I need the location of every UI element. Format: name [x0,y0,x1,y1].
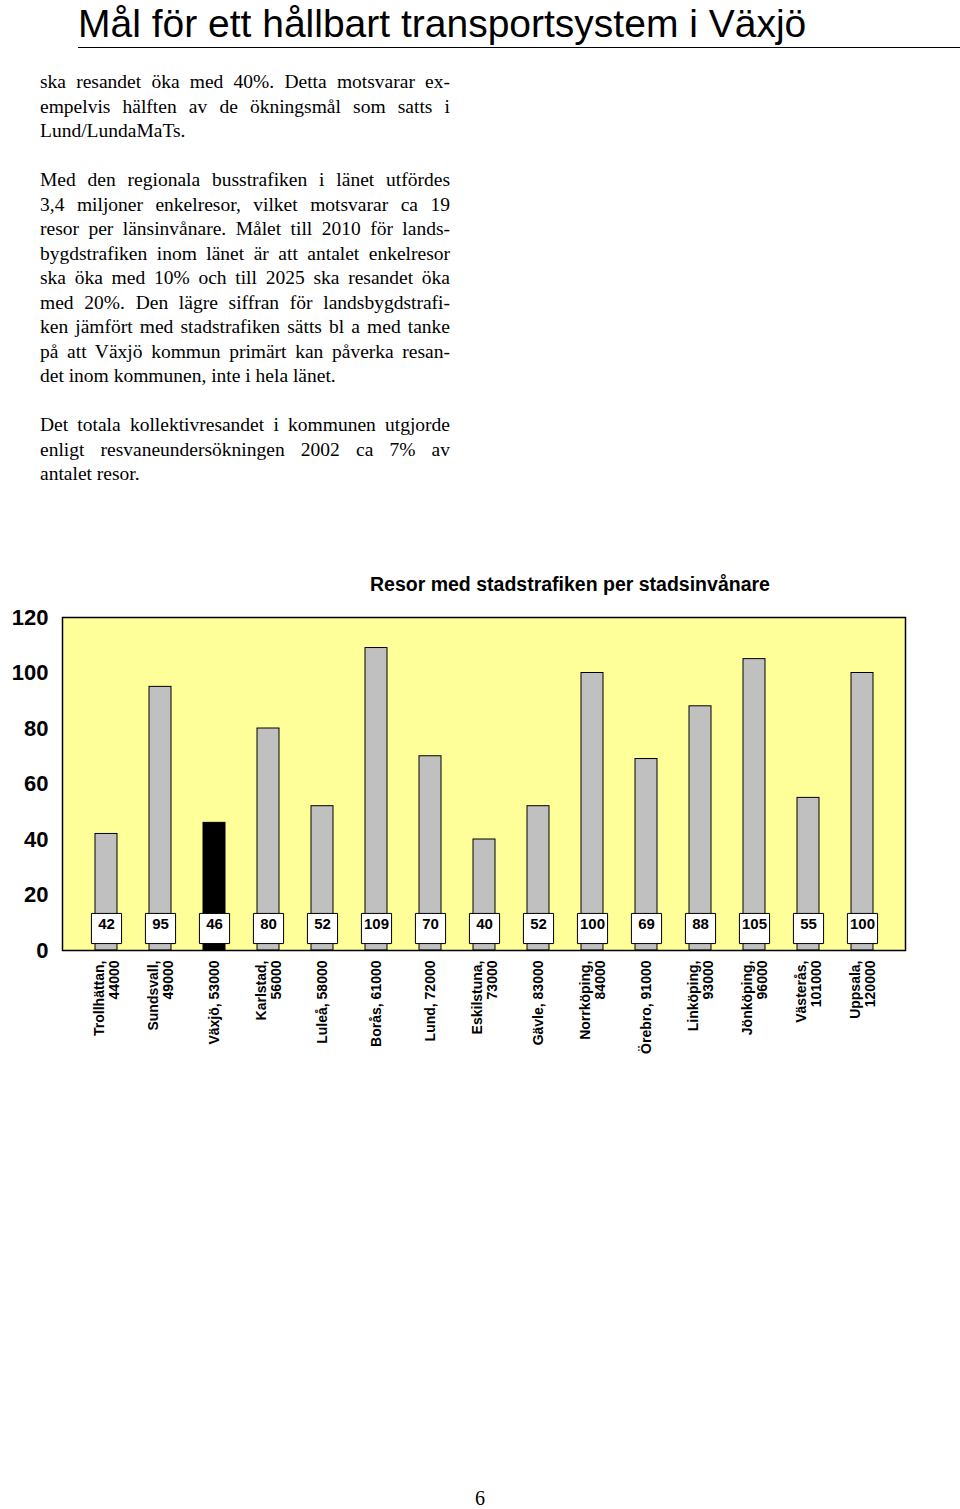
html-text:6: 6 [475,1487,485,1509]
svg-text:109: 109 [364,915,389,932]
svg-text:52: 52 [530,915,547,932]
svg-text:Karlstad,56000: Karlstad,56000 [253,960,284,1020]
svg-text:Jönköping,96000: Jönköping,96000 [739,960,770,1035]
html-text:empelvis hälften av de öknings: empelvis hälften av de ökningsmål som sa… [40,95,450,117]
svg-text:80: 80 [260,915,277,932]
svg-text:Eskilstuna,73000: Eskilstuna,73000 [469,960,500,1034]
html-text:bygdstrafiken inom länet är at: bygdstrafiken inom länet är att antalet … [40,242,450,264]
svg-text:20: 20 [24,882,48,907]
svg-text:40: 40 [24,827,48,852]
html-text:Resor med stadstrafiken per st: Resor med stadstrafiken per stadsinvånar… [370,573,770,595]
svg-text:100: 100 [580,915,605,932]
svg-text:Sundsvall,49000: Sundsvall,49000 [145,960,176,1030]
html-text:resor per länsinvånare. Målet: resor per länsinvånare. Målet till 2010 … [40,218,450,239]
svg-text:Borås, 61000: Borås, 61000 [368,960,384,1047]
svg-text:46: 46 [206,915,223,932]
html-text:det inom kommunen, inte i hela: det inom kommunen, inte i hela länet. [40,365,336,386]
svg-text:40: 40 [476,915,493,932]
svg-text:Gävle, 83000: Gävle, 83000 [530,960,546,1045]
svg-text:100: 100 [12,660,49,685]
html-text:på att Växjö kommun primärt ka: på att Växjö kommun primärt kan påverka … [40,340,450,362]
svg-text:80: 80 [24,716,48,741]
svg-text:60: 60 [24,771,48,796]
svg-text:120: 120 [12,605,49,630]
html-text:enligt resvaneundersökningen 2: enligt resvaneundersökningen 2002 ca 7% … [40,438,450,460]
svg-text:0: 0 [36,938,48,963]
svg-text:42: 42 [98,915,115,932]
svg-text:Linköping,93000: Linköping,93000 [685,960,716,1031]
svg-text:88: 88 [692,915,709,932]
svg-text:Lund, 72000: Lund, 72000 [422,960,438,1041]
html-text:Med den regionala busstrafiken: Med den regionala busstrafiken i länet u… [40,169,450,190]
html-text:ska resandet öka med 40%. Dett: ska resandet öka med 40%. Detta motsvara… [40,71,450,92]
html-text:ska öka med 10% och till 2025: ska öka med 10% och till 2025 ska resand… [40,267,450,288]
html-text:3,4 miljoner enkelresor, vilke: 3,4 miljoner enkelresor, vilket motsvara… [40,193,450,215]
svg-text:70: 70 [422,915,439,932]
html-text:Mål för ett hållbart transport: Mål för ett hållbart transportsystem i V… [78,2,807,45]
svg-text:52: 52 [314,915,331,932]
svg-text:Trollhättan,44000: Trollhättan,44000 [91,960,122,1036]
svg-text:105: 105 [742,915,767,932]
svg-text:69: 69 [638,915,655,932]
html-text:med 20%. Den lägre siffran för: med 20%. Den lägre siffran för landsbygd… [40,291,450,313]
svg-text:Norrköping,84000: Norrköping,84000 [577,960,608,1040]
svg-text:Uppsala,120000: Uppsala,120000 [847,960,878,1019]
svg-text:Växjö, 53000: Växjö, 53000 [206,960,222,1044]
html-text:Det totala kollektivresandet i: Det totala kollektivresandet i kommunen … [40,414,450,435]
svg-text:55: 55 [800,915,817,932]
svg-text:Luleå, 58000: Luleå, 58000 [314,960,330,1043]
svg-text:Västerås,101000: Västerås,101000 [793,960,824,1022]
html-text:Lund/LundaMaTs.: Lund/LundaMaTs. [40,120,186,141]
html-text:ken jämfört med stadstrafiken: ken jämfört med stadstrafiken sätts bl a… [40,316,450,337]
svg-text:100: 100 [850,915,875,932]
html-text:antalet resor.: antalet resor. [40,463,140,484]
svg-text:95: 95 [152,915,169,932]
svg-text:Örebro, 91000: Örebro, 91000 [638,960,654,1054]
